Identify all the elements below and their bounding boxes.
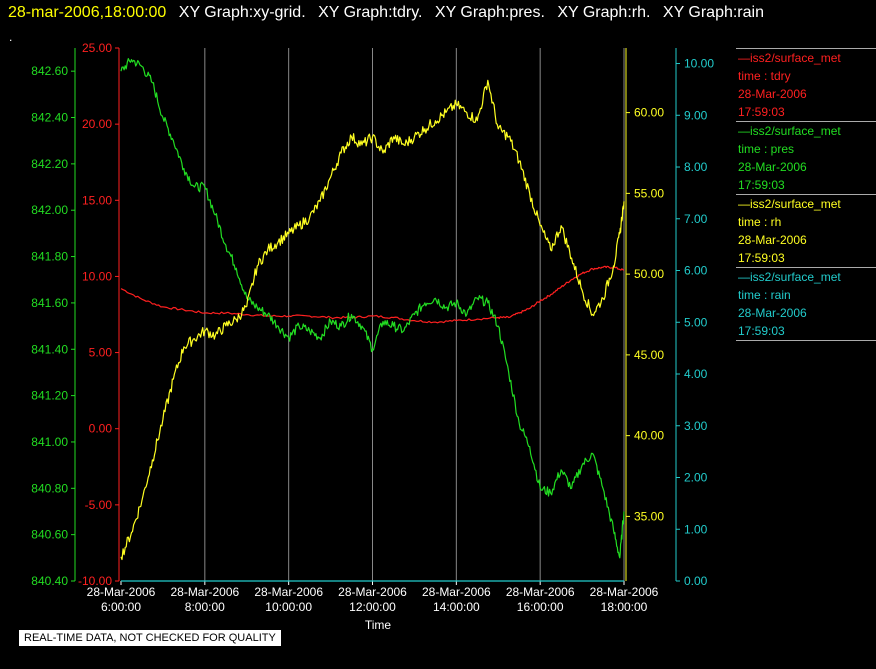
- title-graph-tdry[interactable]: XY Graph:tdry.: [318, 4, 423, 21]
- legend-entry-pres[interactable]: —iss2/surface_met time : pres 28-Mar-200…: [736, 121, 876, 194]
- title-graph-pres[interactable]: XY Graph:pres.: [434, 4, 545, 21]
- x-tick-label: 14:00:00: [433, 600, 480, 614]
- rain-axis-tick-label: 7.00: [684, 212, 708, 226]
- rh-axis-tick-label: 50.00: [634, 267, 664, 281]
- rh-axis-tick-label: 60.00: [634, 106, 664, 120]
- x-tick-label: 28-Mar-2006: [422, 585, 491, 599]
- x-tick-label: 28-Mar-2006: [87, 585, 156, 599]
- tdry-axis-tick-label: -5.00: [85, 498, 113, 512]
- title-time: 28-mar-2006,18:00:00: [8, 4, 167, 21]
- x-tick-label: 16:00:00: [517, 600, 564, 614]
- x-tick-label: 28-Mar-2006: [590, 585, 659, 599]
- tdry-axis-tick-label: -10.00: [78, 574, 112, 588]
- x-tick-label: 28-Mar-2006: [338, 585, 407, 599]
- x-axis-label: Time: [365, 618, 392, 632]
- rh-axis-tick-label: 45.00: [634, 348, 664, 362]
- legend-variable: time : tdry: [738, 69, 791, 83]
- legend-date: 28-Mar-2006: [738, 233, 807, 247]
- title-bar: 28-mar-2006,18:00:00 XY Graph:xy-grid. X…: [8, 2, 764, 24]
- x-tick-label: 28-Mar-2006: [170, 585, 239, 599]
- pres-axis-tick-label: 841.60: [31, 296, 68, 310]
- tdry-axis-tick-label: 0.00: [89, 422, 113, 436]
- tdry-series-line: [120, 265, 625, 324]
- tdry-axis-tick-label: 5.00: [89, 346, 113, 360]
- rh-axis-tick-label: 35.00: [634, 509, 664, 523]
- legend-date: 28-Mar-2006: [738, 306, 807, 320]
- legend-time: 17:59:03: [738, 324, 785, 338]
- rain-axis-tick-label: 1.00: [684, 522, 708, 536]
- quality-note: REAL-TIME DATA, NOT CHECKED FOR QUALITY: [19, 630, 281, 646]
- pres-axis-tick-label: 842.60: [31, 64, 68, 78]
- legend-time: 17:59:03: [738, 105, 785, 119]
- legend-source: —iss2/surface_met: [738, 270, 841, 284]
- tdry-axis-tick-label: 25.00: [82, 41, 112, 55]
- pres-axis-tick-label: 842.00: [31, 203, 68, 217]
- rain-axis-tick-label: 2.00: [684, 471, 708, 485]
- legend-entry-rh[interactable]: —iss2/surface_met time : rh 28-Mar-2006 …: [736, 194, 876, 267]
- legend-time: 17:59:03: [738, 251, 785, 265]
- rain-axis-tick-label: 0.00: [684, 574, 708, 588]
- tdry-axis-tick-label: 15.00: [82, 193, 112, 207]
- pres-axis-tick-label: 842.20: [31, 157, 68, 171]
- legend-date: 28-Mar-2006: [738, 87, 807, 101]
- tdry-axis-tick-label: 20.00: [82, 117, 112, 131]
- rh-axis-tick-label: 40.00: [634, 429, 664, 443]
- pres-axis-tick-label: 841.40: [31, 342, 68, 356]
- legend-source: —iss2/surface_met: [738, 51, 841, 65]
- rain-axis-tick-label: 5.00: [684, 315, 708, 329]
- title-graph-rain[interactable]: XY Graph:rain: [662, 4, 764, 21]
- pres-axis-tick-label: 841.00: [31, 435, 68, 449]
- title-dot: .: [9, 30, 13, 44]
- legend-entry-rain[interactable]: —iss2/surface_met time : rain 28-Mar-200…: [736, 267, 876, 341]
- pres-series-line: [120, 58, 625, 559]
- xy-graph[interactable]: 28-Mar-20066:00:0028-Mar-20068:00:0028-M…: [0, 0, 736, 669]
- title-graph-rh[interactable]: XY Graph:rh.: [557, 4, 651, 21]
- rain-axis-tick-label: 3.00: [684, 419, 708, 433]
- pres-axis-tick-label: 840.40: [31, 574, 68, 588]
- pres-axis-tick-label: 842.40: [31, 111, 68, 125]
- legend: —iss2/surface_met time : tdry 28-Mar-200…: [736, 48, 876, 341]
- legend-source: —iss2/surface_met: [738, 197, 841, 211]
- title-graph-xy-grid[interactable]: XY Graph:xy-grid.: [178, 4, 306, 21]
- legend-entry-tdry[interactable]: —iss2/surface_met time : tdry 28-Mar-200…: [736, 48, 876, 121]
- rain-axis-tick-label: 6.00: [684, 264, 708, 278]
- pres-axis-tick-label: 841.80: [31, 250, 68, 264]
- pres-axis-tick-label: 841.20: [31, 389, 68, 403]
- tdry-axis-tick-label: 10.00: [82, 269, 112, 283]
- rain-axis-tick-label: 10.00: [684, 57, 714, 71]
- legend-variable: time : rain: [738, 288, 791, 302]
- legend-variable: time : pres: [738, 142, 795, 156]
- rain-axis-tick-label: 4.00: [684, 367, 708, 381]
- legend-source: —iss2/surface_met: [738, 124, 841, 138]
- x-tick-label: 10:00:00: [265, 600, 312, 614]
- legend-date: 28-Mar-2006: [738, 160, 807, 174]
- x-tick-label: 18:00:00: [601, 600, 648, 614]
- x-tick-label: 28-Mar-2006: [254, 585, 323, 599]
- pres-axis-tick-label: 840.60: [31, 528, 68, 542]
- x-tick-label: 8:00:00: [185, 600, 225, 614]
- pres-axis-tick-label: 840.80: [31, 481, 68, 495]
- rh-series-line: [120, 79, 625, 561]
- x-tick-label: 6:00:00: [101, 600, 141, 614]
- x-tick-label: 28-Mar-2006: [506, 585, 575, 599]
- x-tick-label: 12:00:00: [349, 600, 396, 614]
- legend-time: 17:59:03: [738, 178, 785, 192]
- rain-axis-tick-label: 9.00: [684, 108, 708, 122]
- legend-variable: time : rh: [738, 215, 782, 229]
- rain-axis-tick-label: 8.00: [684, 160, 708, 174]
- rh-axis-tick-label: 55.00: [634, 186, 664, 200]
